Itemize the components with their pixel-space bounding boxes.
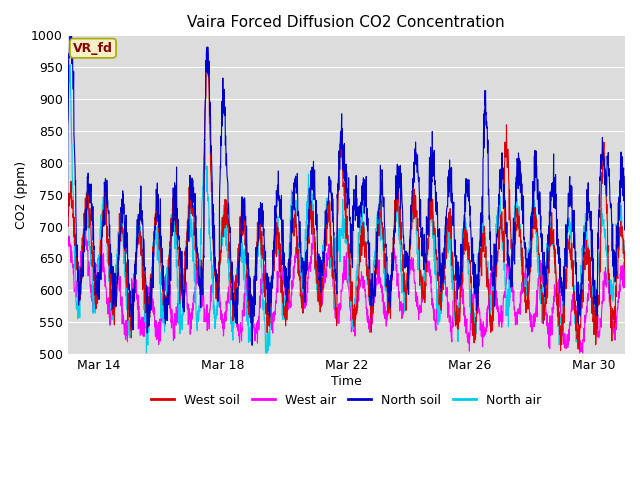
Text: VR_fd: VR_fd [73, 42, 113, 55]
Title: Vaira Forced Diffusion CO2 Concentration: Vaira Forced Diffusion CO2 Concentration [188, 15, 505, 30]
X-axis label: Time: Time [331, 375, 362, 388]
Y-axis label: CO2 (ppm): CO2 (ppm) [15, 161, 28, 229]
Legend: West soil, West air, North soil, North air: West soil, West air, North soil, North a… [147, 389, 546, 412]
